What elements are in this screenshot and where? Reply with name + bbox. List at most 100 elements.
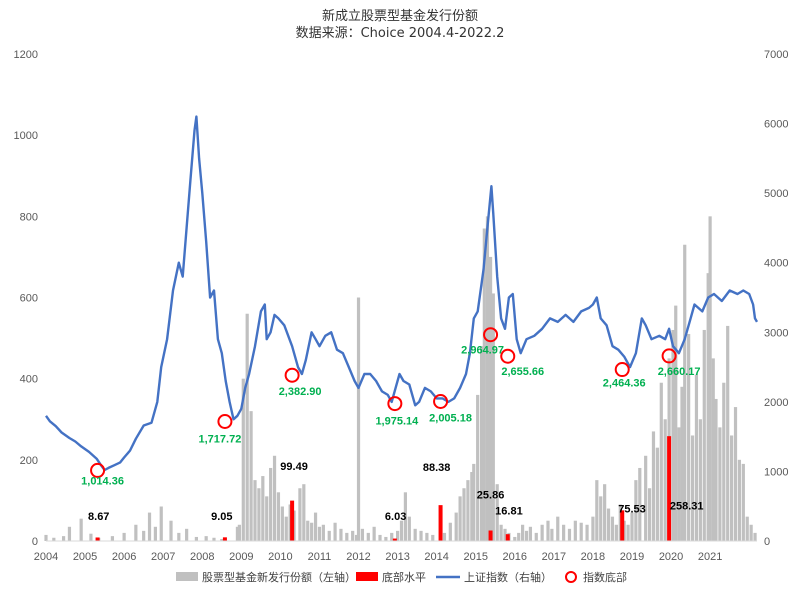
issuance-bar [503,528,507,541]
left-axis-ticks: 0 200 400 600 800 1000 1200 [14,49,38,548]
issuance-bar [671,329,675,541]
issuance-bar [249,411,253,541]
issuance-bar [44,534,48,541]
issuance-bar [245,313,249,541]
issuance-bar [310,522,314,541]
issuance-bar [327,530,331,541]
issuance-bar [462,488,466,541]
index-bottom-markers [90,327,677,478]
issuance-bar [745,516,749,541]
issuance-bar [317,526,322,541]
issuance-bar [659,382,663,541]
issuance-bar [366,532,370,541]
index-bottom-label: 1,975.14 [375,416,419,428]
x-tick-label: 2012 [346,551,370,563]
issuance-bar [556,516,560,541]
issuance-bar [378,534,382,541]
x-tick-label: 2018 [581,551,605,563]
issuance-bar [491,293,495,541]
issuance-bar [194,536,199,541]
issuance-bar [425,532,429,541]
bottom-level-bar [290,500,295,541]
left-tick-label: 800 [20,211,38,223]
legend-label-circle: 指数底部 [583,570,627,584]
issuance-bar [313,512,318,541]
bottom-level-label: 25.86 [477,489,505,501]
issuance-bar [110,536,115,541]
issuance-bar [540,524,544,541]
issuance-bar [142,530,146,541]
issuance-bar [185,528,189,541]
legend-label-issuance: 股票型基金新发行份额（左轴） [202,570,356,584]
issuance-bar [395,530,400,541]
issuance-bar [253,480,257,541]
issuance-bar [610,516,615,541]
x-tick-label: 2006 [112,551,136,563]
issuance-bar [718,427,722,541]
issuance-bar [674,305,678,541]
left-tick-label: 200 [20,455,38,467]
issuance-bar [153,526,157,541]
issuance-bar [644,455,648,541]
right-tick-label: 2000 [764,397,788,409]
issuance-bar [651,431,656,541]
issuance-bar [261,476,265,541]
issuance-bar [220,538,224,541]
issuance-bar [647,488,652,541]
issuance-bar [413,528,417,541]
issuance-bar [730,435,734,541]
issuance-bar [567,528,572,541]
bottom-level-label: 16.81 [495,506,523,518]
x-tick-label: 2013 [385,551,409,563]
issuance-bar [354,534,359,541]
issuance-bar [687,334,691,541]
issuance-bar [606,508,611,541]
issuance-bar [399,520,404,541]
index-line-group [45,115,759,472]
issuance-bar [591,516,595,541]
issuance-bar [562,524,566,541]
index-bottom-circle [614,362,630,378]
issuance-bar [470,472,474,541]
issuance-bar [722,382,726,541]
issuance-bar [741,463,745,541]
index-bottom-label: 1,014.36 [81,475,124,487]
issuance-bar [52,537,56,541]
legend-swatch-circle [565,571,577,583]
x-tick-label: 2005 [73,551,97,563]
issuance-bar [655,447,659,541]
issuance-bar [147,512,152,541]
bottom-level-bar [620,510,625,541]
issuance-bar [431,534,435,541]
issuance-bar [390,532,394,541]
bottom-level-label: 6.03 [385,511,406,523]
issuance-bar [272,455,277,541]
index-bottom-label: 2,964.97 [461,345,504,357]
issuance-bar [726,325,730,541]
issuance-bar [257,488,261,541]
issuance-bar [680,386,684,541]
bottom-level-label: 99.49 [280,461,308,473]
issuance-bars [44,216,757,542]
issuance-bar [706,273,710,541]
bottom-level-label: 88.38 [423,462,451,474]
issuance-bar [360,528,365,541]
chart-title: 新成立股票型基金发行份额 [322,8,478,24]
issuance-bar [302,484,306,541]
issuance-bar [517,532,521,541]
index-bottom-circle [661,348,677,364]
issuance-bar [714,398,718,541]
issuance-bar [488,256,493,541]
right-tick-label: 1000 [764,466,788,478]
x-tick-label: 2017 [542,551,566,563]
left-tick-label: 0 [32,536,38,548]
issuance-bar [638,467,642,541]
issuance-bar [177,532,181,541]
issuance-bar [280,506,284,541]
issuance-bar [702,329,706,541]
right-axis-ticks: 0 1000 2000 3000 4000 5000 6000 7000 [764,49,788,548]
x-tick-label: 2014 [424,551,448,563]
bottom-level-bar [667,436,672,541]
bottom-level-bar [95,537,100,541]
chart-subtitle: 数据来源：Choice 2004.4-2022.2 [296,26,505,41]
